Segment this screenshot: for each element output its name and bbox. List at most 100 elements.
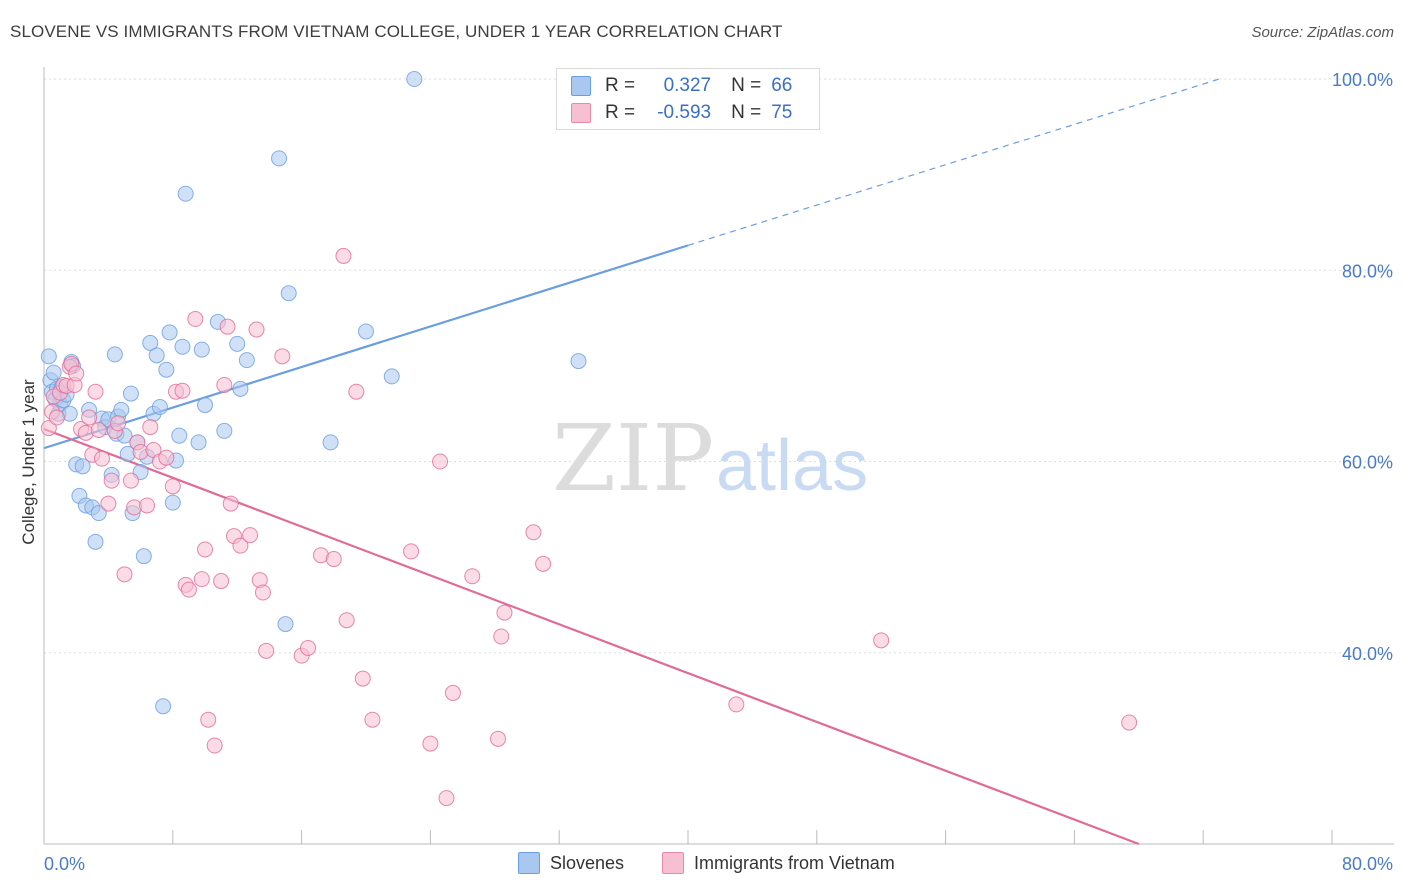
point-vietnam (116, 566, 133, 583)
point-slovenes (161, 324, 178, 341)
point-vietnam (200, 711, 217, 728)
point-vietnam (422, 735, 439, 752)
point-slovenes (238, 352, 255, 369)
stats-n-value: 75 (771, 102, 793, 123)
stats-r-label: R = (605, 75, 636, 96)
watermark: ZIP atlas (552, 405, 868, 512)
point-vietnam (68, 365, 85, 382)
point-vietnam (403, 543, 420, 560)
point-vietnam (81, 409, 98, 426)
point-vietnam (254, 584, 271, 601)
stats-row-vietnam: R = -0.593 N = 75 (571, 101, 792, 125)
tick-labels: 100.0% 80.0% 60.0% 40.0% 0.0% 80.0% (44, 70, 1393, 874)
point-vietnam (242, 527, 259, 544)
chart-title: SLOVENE VS IMMIGRANTS FROM VIETNAM COLLE… (10, 22, 783, 41)
y-tick-label: 100.0% (1332, 70, 1393, 90)
point-slovenes (164, 494, 181, 511)
stats-box: R = 0.327 N = 66 R = -0.593 N = 75 (556, 68, 820, 130)
point-vietnam (325, 551, 342, 568)
point-vietnam (122, 472, 139, 489)
legend-label: Slovenes (550, 852, 625, 873)
point-slovenes (87, 533, 104, 550)
point-slovenes (151, 398, 168, 415)
point-slovenes (142, 334, 159, 351)
trend-line-extension (687, 78, 1220, 246)
point-vietnam (164, 478, 181, 495)
point-slovenes (216, 422, 233, 439)
legend-item-vietnam[interactable]: Immigrants from Vietnam (662, 852, 895, 874)
legend-label: Immigrants from Vietnam (694, 852, 895, 873)
point-slovenes (232, 380, 249, 397)
point-vietnam (525, 524, 542, 541)
y-tick-label: 40.0% (1342, 644, 1393, 664)
point-vietnam (213, 573, 230, 590)
point-slovenes (280, 285, 297, 302)
point-vietnam (1121, 714, 1138, 731)
point-vietnam (197, 541, 213, 558)
point-slovenes (383, 368, 400, 385)
point-vietnam (90, 421, 107, 438)
point-slovenes (406, 71, 423, 87)
point-slovenes (197, 397, 213, 414)
point-slovenes (90, 505, 107, 522)
point-vietnam (158, 449, 175, 466)
point-vietnam (48, 409, 65, 426)
point-vietnam (364, 711, 381, 728)
stats-swatch-vietnam (571, 103, 591, 123)
point-slovenes (135, 548, 152, 565)
y-tick-label: 80.0% (1342, 261, 1393, 281)
point-vietnam (206, 737, 223, 754)
point-vietnam (187, 311, 204, 328)
point-slovenes (229, 335, 246, 352)
point-vietnam (493, 628, 510, 645)
point-slovenes (190, 434, 207, 451)
legend-swatch-vietnam (662, 852, 684, 874)
point-vietnam (93, 450, 110, 467)
point-vietnam (100, 495, 117, 512)
point-slovenes (122, 385, 139, 402)
stats-r-label: R = (605, 102, 636, 123)
point-vietnam (216, 377, 233, 393)
point-vietnam (496, 604, 513, 621)
point-vietnam (219, 318, 236, 335)
legend: Slovenes Immigrants from Vietnam (0, 852, 1406, 878)
watermark-zip: ZIP (552, 405, 714, 512)
x-tick-label: 0.0% (44, 854, 85, 874)
stats-row-slovenes: R = 0.327 N = 66 (571, 74, 792, 98)
point-slovenes (158, 361, 175, 378)
point-vietnam (248, 321, 265, 338)
point-vietnam (139, 497, 156, 514)
point-slovenes (358, 323, 374, 340)
point-vietnam (535, 555, 552, 572)
axes (43, 67, 1394, 845)
point-slovenes (40, 348, 57, 365)
legend-item-slovenes[interactable]: Slovenes (518, 852, 624, 874)
point-slovenes (570, 353, 587, 370)
point-vietnam (335, 247, 352, 264)
legend-swatch-slovenes (518, 852, 540, 874)
point-vietnam (348, 383, 365, 400)
point-vietnam (232, 537, 249, 554)
point-slovenes (74, 458, 91, 475)
point-slovenes (155, 698, 172, 715)
point-vietnam (438, 790, 455, 807)
point-vietnam (180, 581, 197, 598)
point-vietnam (338, 612, 355, 629)
point-vietnam (110, 415, 127, 432)
point-vietnam (222, 495, 239, 512)
point-slovenes (106, 346, 123, 363)
data-points (40, 71, 1138, 807)
point-vietnam (142, 419, 159, 436)
source-label: Source: ZipAtlas.com (1251, 24, 1394, 41)
point-vietnam (40, 420, 57, 437)
stats-n-label: N = (731, 75, 762, 96)
point-slovenes (277, 616, 294, 633)
point-vietnam (432, 453, 449, 470)
point-slovenes (193, 341, 210, 358)
stats-n-value: 66 (771, 75, 793, 96)
stats-r-value: -0.593 (657, 102, 712, 123)
x-tick-label: 80.0% (1342, 854, 1393, 874)
point-vietnam (444, 684, 461, 701)
point-slovenes (171, 427, 188, 444)
